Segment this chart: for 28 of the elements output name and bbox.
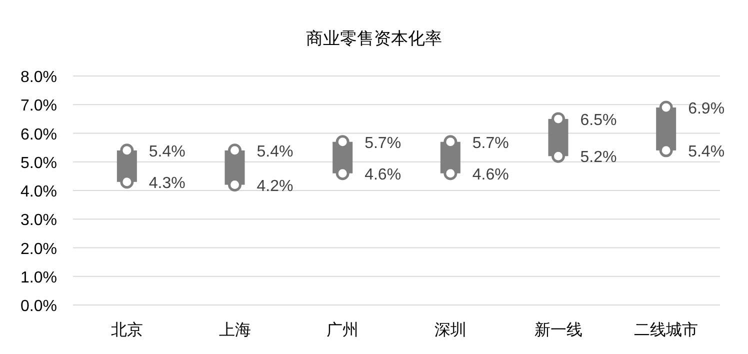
chart-title: 商业零售资本化率 — [306, 29, 442, 48]
y-tick-label: 2.0% — [20, 240, 57, 258]
y-tick-label: 8.0% — [20, 69, 57, 86]
data-label: 4.6% — [472, 166, 509, 184]
y-tick-label: 5.0% — [20, 154, 57, 172]
data-label: 4.3% — [148, 174, 186, 192]
data-label: 6.9% — [688, 100, 725, 118]
data-label: 5.4% — [256, 143, 294, 160]
y-tick-label: 1.0% — [20, 269, 57, 286]
data-label: 5.7% — [364, 134, 402, 152]
y-tick-label: 0.0% — [20, 298, 57, 315]
x-tick-label: 新一线 — [534, 321, 582, 339]
x-tick-label: 深圳 — [434, 321, 466, 339]
y-tick-label: 4.0% — [20, 184, 57, 200]
data-label: 5.4% — [148, 143, 186, 160]
x-tick-label: 北京 — [110, 321, 143, 339]
y-tick-label: 3.0% — [20, 212, 57, 230]
x-tick-label: 广州 — [326, 321, 359, 339]
data-label: 5.4% — [688, 143, 725, 160]
data-label: 5.2% — [580, 149, 617, 166]
y-tick-label: 7.0% — [20, 98, 57, 115]
x-tick-label: 上海 — [218, 321, 251, 339]
data-label: 4.6% — [364, 166, 402, 184]
data-label: 6.5% — [580, 112, 617, 129]
data-label: 4.2% — [256, 178, 294, 195]
x-tick-label: 二线城市 — [634, 321, 698, 339]
data-label: 5.7% — [472, 134, 509, 152]
y-tick-label: 6.0% — [20, 126, 57, 144]
